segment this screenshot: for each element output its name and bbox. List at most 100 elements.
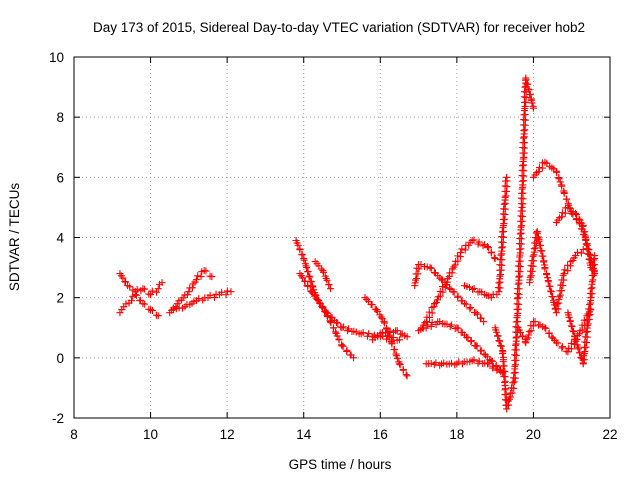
data-point <box>574 345 582 353</box>
data-point <box>577 249 585 257</box>
data-point <box>530 245 538 253</box>
data-point <box>500 373 508 381</box>
data-point <box>553 300 561 308</box>
data-point <box>338 324 346 332</box>
data-point <box>526 273 534 281</box>
plot-frame <box>73 56 611 419</box>
data-point <box>491 255 499 263</box>
data-point <box>568 322 576 330</box>
data-point <box>520 134 528 142</box>
data-point <box>508 389 516 397</box>
data-point <box>572 337 580 345</box>
data-point <box>567 322 575 330</box>
y-tick-label: 8 <box>56 110 64 125</box>
data-point <box>329 324 337 332</box>
data-point <box>541 324 549 332</box>
data-point <box>126 283 134 291</box>
data-point <box>468 237 476 245</box>
data-point <box>554 305 562 313</box>
data-point <box>473 342 481 350</box>
data-point <box>540 258 548 266</box>
data-point <box>349 354 357 362</box>
data-point <box>325 281 333 289</box>
data-point <box>544 278 552 286</box>
data-point <box>502 192 510 200</box>
data-point <box>368 301 376 309</box>
data-point <box>431 300 439 308</box>
data-point <box>331 328 339 336</box>
data-point <box>582 343 590 351</box>
data-point <box>304 268 312 276</box>
data-point <box>572 209 580 217</box>
data-point <box>558 182 566 190</box>
data-point <box>316 299 324 307</box>
data-point <box>512 346 520 354</box>
data-point <box>296 246 304 254</box>
data-point <box>334 319 342 327</box>
data-point <box>535 168 543 176</box>
data-point <box>306 273 314 281</box>
data-point <box>477 346 485 354</box>
data-point <box>468 357 476 365</box>
y-axis-ticks: -2 0 2 4 6 8 10 <box>49 50 610 426</box>
data-point <box>374 307 382 315</box>
data-point <box>333 332 341 340</box>
data-point <box>537 247 545 255</box>
data-point <box>403 333 411 341</box>
data-point <box>529 262 537 270</box>
data-point <box>591 252 599 260</box>
data-point <box>475 238 483 246</box>
data-point <box>372 306 380 314</box>
data-point <box>558 344 566 352</box>
data-point <box>584 320 592 328</box>
data-point <box>587 285 595 293</box>
data-point <box>490 254 498 262</box>
data-point <box>323 309 331 317</box>
data-point <box>470 284 478 292</box>
data-point <box>559 343 567 351</box>
data-point <box>206 291 214 299</box>
data-point <box>496 272 504 280</box>
data-point <box>488 357 496 365</box>
data-point <box>365 330 373 338</box>
data-point <box>427 264 435 272</box>
data-point <box>524 334 532 342</box>
data-point <box>531 318 539 326</box>
data-point <box>152 288 160 296</box>
data-point <box>141 285 149 293</box>
data-point <box>541 265 549 273</box>
data-point <box>555 293 563 301</box>
data-point <box>588 278 596 286</box>
data-point <box>495 279 503 287</box>
data-point <box>307 288 315 296</box>
data-point <box>553 169 561 177</box>
data-point <box>558 213 566 221</box>
data-point <box>424 321 432 329</box>
data-point <box>194 272 202 280</box>
data-point <box>222 291 230 299</box>
data-point <box>570 328 578 336</box>
data-point <box>188 284 196 292</box>
data-point <box>339 342 347 350</box>
data-point <box>385 333 393 341</box>
data-point <box>122 300 130 308</box>
data-point <box>218 288 226 296</box>
data-point <box>511 362 519 370</box>
data-point <box>301 277 309 285</box>
data-point <box>440 359 448 367</box>
data-point <box>575 330 583 338</box>
data-point <box>493 328 501 336</box>
data-point <box>195 295 203 303</box>
data-point <box>332 319 340 327</box>
data-point <box>497 271 505 279</box>
data-point <box>202 267 210 275</box>
data-point <box>519 162 527 170</box>
data-point <box>227 288 235 296</box>
data-point <box>132 291 140 299</box>
data-point <box>467 337 475 345</box>
data-point <box>582 240 590 248</box>
data-point <box>512 334 520 342</box>
data-point <box>485 360 493 368</box>
data-point <box>302 264 310 272</box>
data-point <box>542 324 550 332</box>
